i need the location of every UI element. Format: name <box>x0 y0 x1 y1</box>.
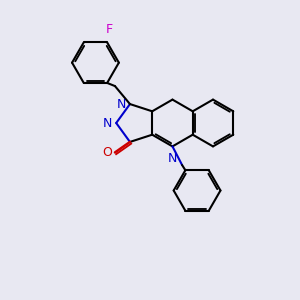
Text: N: N <box>103 116 112 130</box>
Text: F: F <box>106 23 113 36</box>
Text: N: N <box>117 98 126 111</box>
Text: O: O <box>102 146 112 159</box>
Text: N: N <box>168 152 177 165</box>
